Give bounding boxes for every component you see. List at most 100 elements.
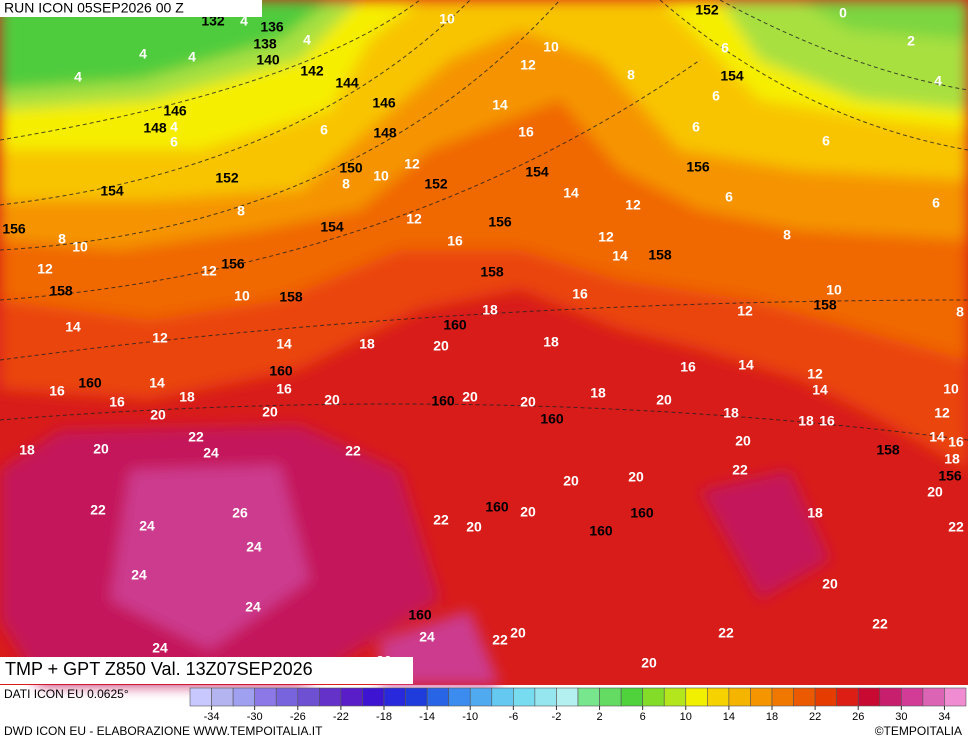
- geopotential-label: 152: [695, 2, 719, 18]
- temperature-label: 20: [150, 407, 166, 423]
- geopotential-label: 138: [253, 36, 277, 52]
- temperature-label: 22: [345, 443, 361, 459]
- temperature-label: 20: [520, 504, 536, 520]
- colorbar-swatch: [383, 687, 406, 707]
- colorbar-swatch: [620, 687, 643, 707]
- temperature-label: 22: [718, 625, 734, 641]
- geopotential-label: 156: [938, 468, 962, 484]
- temperature-label: 4: [74, 69, 82, 85]
- temperature-label: 14: [149, 375, 165, 391]
- temperature-label: 12: [406, 211, 422, 227]
- colorbar-tick-label: 30: [895, 711, 907, 723]
- colorbar-tick-label: -10: [462, 711, 478, 723]
- geopotential-label: 154: [320, 219, 344, 235]
- temperature-label: 18: [359, 336, 375, 352]
- colorbar-swatch: [556, 687, 579, 707]
- colorbar-tick-label: 34: [938, 711, 950, 723]
- temperature-label: 20: [324, 392, 340, 408]
- colorbar-swatch: [426, 687, 449, 707]
- temperature-label: 8: [342, 176, 350, 192]
- temperature-label: 22: [872, 616, 888, 632]
- temperature-label: 6: [721, 40, 729, 56]
- temperature-label: 22: [433, 512, 449, 528]
- temperature-label: 24: [246, 539, 262, 555]
- temperature-label: 4: [303, 32, 311, 48]
- temperature-label: 20: [563, 473, 579, 489]
- colorbar-tick-label: -2: [552, 711, 562, 723]
- colorbar-tick-label: 10: [680, 711, 692, 723]
- temperature-label: 6: [170, 134, 178, 150]
- colorbar-tick-label: -18: [376, 711, 392, 723]
- temperature-label: 12: [404, 156, 420, 172]
- temperature-label: 18: [543, 334, 559, 350]
- temperature-label: 14: [929, 429, 945, 445]
- geopotential-label: 160: [431, 393, 455, 409]
- colorbar-swatch: [793, 687, 816, 707]
- title-box: [0, 657, 413, 684]
- temperature-label: 16: [572, 286, 588, 302]
- colorbar-swatch: [599, 687, 622, 707]
- colorbar-swatch: [685, 687, 708, 707]
- temperature-label: 12: [737, 303, 753, 319]
- geopotential-label: 156: [488, 214, 512, 230]
- colorbar-swatch: [362, 687, 385, 707]
- geopotential-label: 158: [279, 289, 303, 305]
- temperature-label: 18: [19, 442, 35, 458]
- temperature-label: 16: [819, 413, 835, 429]
- temperature-label: 4: [170, 119, 178, 135]
- temperature-label: 20: [656, 392, 672, 408]
- colorbar-tick-label: 18: [766, 711, 778, 723]
- colorbar-swatch: [836, 687, 859, 707]
- geopotential-label: 142: [300, 63, 324, 79]
- colorbar-swatch: [771, 687, 794, 707]
- temperature-label: 24: [203, 445, 219, 461]
- temperature-label: 0: [839, 5, 847, 21]
- colorbar-swatch: [750, 687, 773, 707]
- temperature-label: 20: [628, 469, 644, 485]
- colorbar-swatch: [189, 687, 212, 707]
- colorbar-swatch: [513, 687, 536, 707]
- colorbar-tick-label: -14: [419, 711, 435, 723]
- temperature-label: 16: [447, 233, 463, 249]
- temperature-label: 12: [520, 57, 536, 73]
- temperature-label: 24: [131, 567, 147, 583]
- temperature-label: 20: [262, 404, 278, 420]
- temperature-label: 6: [692, 119, 700, 135]
- colorbar-tick-label: -30: [247, 711, 263, 723]
- temperature-label: 12: [201, 263, 217, 279]
- geopotential-label: 160: [269, 363, 293, 379]
- temperature-label: 16: [49, 383, 65, 399]
- temperature-label: 10: [439, 11, 455, 27]
- temperature-label: 18: [590, 385, 606, 401]
- temperature-label: 20: [466, 519, 482, 535]
- temperature-label: 20: [735, 433, 751, 449]
- temperature-label: 10: [543, 39, 559, 55]
- temperature-label: 22: [492, 632, 508, 648]
- geopotential-label: 160: [589, 523, 613, 539]
- geopotential-label: 148: [143, 120, 167, 136]
- temperature-label: 8: [627, 67, 635, 83]
- temperature-label: 16: [276, 381, 292, 397]
- temperature-label: 8: [783, 227, 791, 243]
- temperature-label: 18: [944, 451, 960, 467]
- temperature-label: 20: [462, 389, 478, 405]
- colorbar-swatch: [728, 687, 751, 707]
- colorbar-tick-label: -34: [204, 711, 220, 723]
- credit-label: DWD ICON EU - ELABORAZIONE WWW.TEMPOITAL…: [4, 724, 323, 738]
- geopotential-label: 156: [221, 256, 245, 272]
- geopotential-label: 158: [876, 442, 900, 458]
- colorbar-swatch: [814, 687, 837, 707]
- temperature-label: 16: [518, 124, 534, 140]
- map-title: TMP + GPT Z850 Val. 13Z07SEP2026: [5, 659, 313, 679]
- temperature-label: 8: [237, 203, 245, 219]
- temperature-label: 10: [943, 381, 959, 397]
- temperature-label: 26: [232, 505, 248, 521]
- colorbar: -34 -30 -26 -22 -18 -14 -10 -6 -2 2 6 10 14 18 22 26 30 3…: [189, 687, 967, 723]
- temperature-label: 22: [732, 462, 748, 478]
- temperature-label: 10: [826, 282, 842, 298]
- colorbar-swatch: [663, 687, 687, 707]
- map-field: [0, 0, 968, 685]
- geopotential-label: 152: [215, 170, 239, 186]
- temperature-label: 6: [320, 122, 328, 138]
